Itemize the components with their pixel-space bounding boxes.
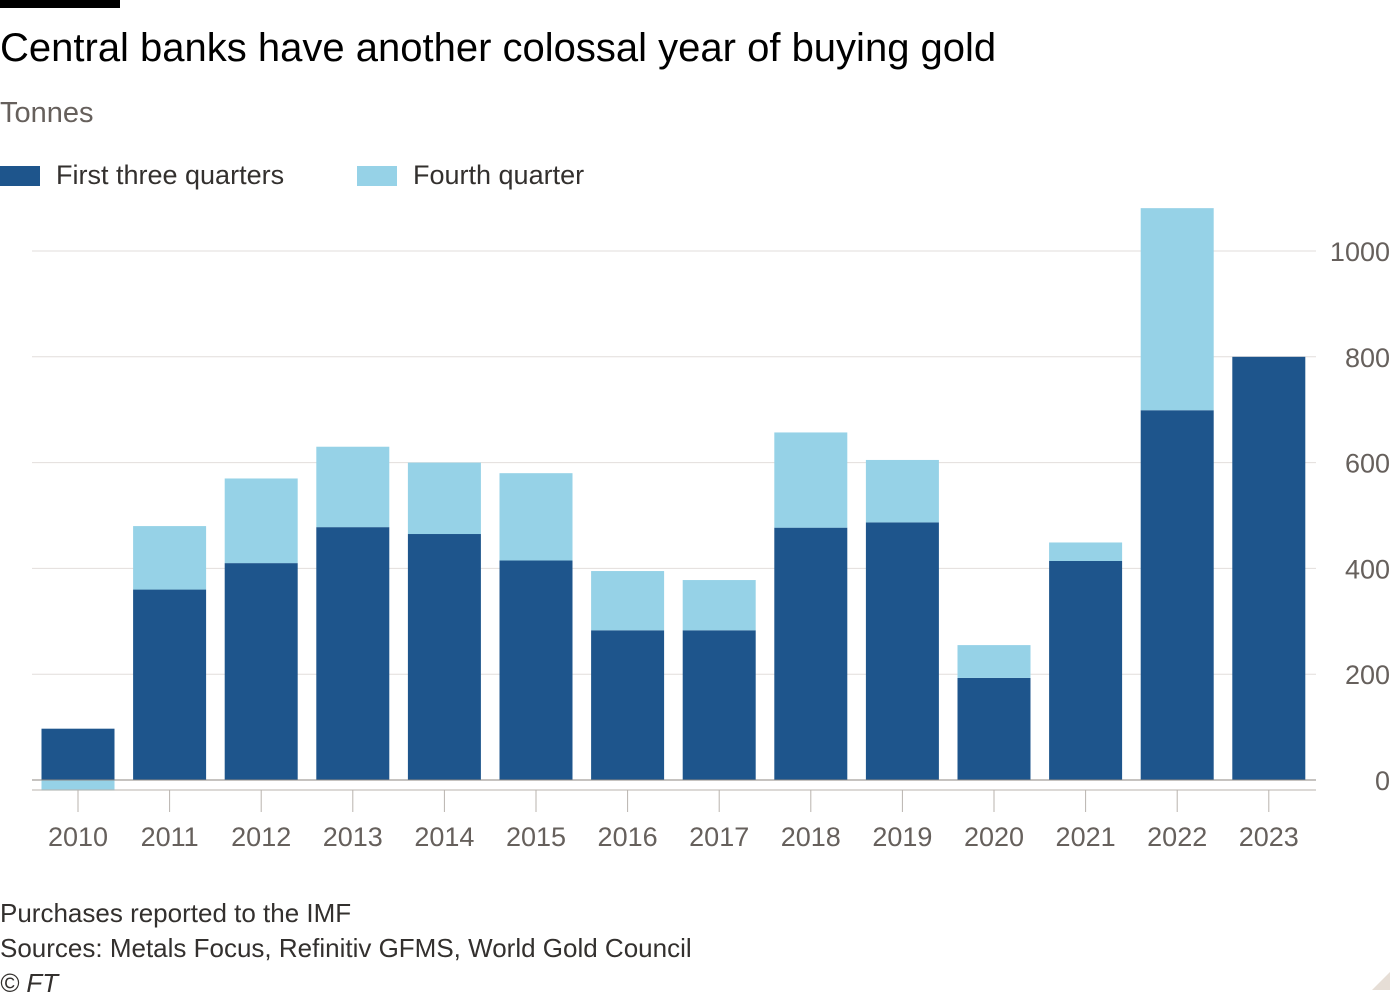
bar-first-three-quarters-2015 xyxy=(499,560,573,780)
chart-subtitle: Tonnes xyxy=(0,97,94,129)
bar-fourth-quarter-2011 xyxy=(133,526,207,590)
legend-swatch-first-three-quarters xyxy=(0,165,40,186)
bar-first-three-quarters-2023 xyxy=(1232,356,1306,780)
bar-fourth-quarter-2020 xyxy=(957,645,1031,678)
chart-notes: Purchases reported to the IMF Sources: M… xyxy=(0,896,692,1001)
bar-fourth-quarter-2016 xyxy=(591,571,665,631)
legend-swatch-fourth-quarter xyxy=(357,165,397,186)
bar-fourth-quarter-2010 xyxy=(41,780,115,791)
y-tick-label-600: 600 xyxy=(1345,449,1390,479)
x-tick-label-2017: 2017 xyxy=(689,822,749,852)
bar-first-three-quarters-2011 xyxy=(133,589,207,780)
x-tick-label-2010: 2010 xyxy=(48,822,108,852)
legend-label-first-three-quarters: First three quarters xyxy=(56,160,285,190)
bar-fourth-quarter-2022 xyxy=(1140,208,1214,411)
footnote: Purchases reported to the IMF xyxy=(0,898,352,928)
bar-first-three-quarters-2013 xyxy=(316,527,390,780)
legend-item-first-three-quarters: First three quarters xyxy=(0,160,284,191)
bar-first-three-quarters-2012 xyxy=(224,563,298,780)
x-tick-label-2023: 2023 xyxy=(1239,822,1299,852)
y-tick-label-800: 800 xyxy=(1345,343,1390,373)
bar-first-three-quarters-2016 xyxy=(591,630,665,780)
credit: © FT xyxy=(0,968,59,998)
x-tick-label-2016: 2016 xyxy=(598,822,658,852)
x-tick-label-2014: 2014 xyxy=(414,822,474,852)
bar-first-three-quarters-2019 xyxy=(865,522,939,780)
x-tick-label-2011: 2011 xyxy=(141,822,199,852)
bar-first-three-quarters-2018 xyxy=(774,527,848,780)
chart-title: Central banks have another colossal year… xyxy=(0,26,997,70)
bar-fourth-quarter-2012 xyxy=(224,478,298,564)
bar-first-three-quarters-2021 xyxy=(1049,560,1123,780)
y-tick-label-1000: 1000 xyxy=(1330,237,1390,267)
x-tick-label-2020: 2020 xyxy=(964,822,1024,852)
bar-fourth-quarter-2018 xyxy=(774,432,848,528)
x-tick-label-2018: 2018 xyxy=(781,822,841,852)
bar-fourth-quarter-2014 xyxy=(407,462,481,535)
y-tick-label-200: 200 xyxy=(1345,660,1390,690)
corner-mark xyxy=(1372,972,1390,990)
bar-first-three-quarters-2010 xyxy=(41,728,115,780)
bar-fourth-quarter-2017 xyxy=(682,580,756,631)
bar-fourth-quarter-2015 xyxy=(499,473,573,561)
legend-label-fourth-quarter: Fourth quarter xyxy=(413,160,585,190)
sources: Sources: Metals Focus, Refinitiv GFMS, W… xyxy=(0,933,692,963)
bar-first-three-quarters-2022 xyxy=(1140,410,1214,780)
bar-first-three-quarters-2014 xyxy=(407,534,481,780)
x-tick-label-2022: 2022 xyxy=(1147,822,1207,852)
x-tick-label-2013: 2013 xyxy=(323,822,383,852)
y-tick-label-400: 400 xyxy=(1345,554,1390,584)
legend-item-fourth-quarter: Fourth quarter xyxy=(357,160,584,191)
x-tick-label-2019: 2019 xyxy=(872,822,932,852)
bar-first-three-quarters-2017 xyxy=(682,630,756,780)
bar-fourth-quarter-2021 xyxy=(1049,542,1123,561)
stacked-bar-chart: 0 200 400 600 800 1000 2010 2011 2012 2013 2014 201… xyxy=(32,208,1390,852)
y-tick-label-0: 0 xyxy=(1375,766,1390,796)
bar-first-three-quarters-2020 xyxy=(957,677,1031,780)
x-tick-label-2015: 2015 xyxy=(506,822,566,852)
top-rule xyxy=(0,0,120,8)
bar-fourth-quarter-2019 xyxy=(865,459,939,523)
bar-fourth-quarter-2013 xyxy=(316,446,390,528)
x-tick-label-2012: 2012 xyxy=(231,822,291,852)
x-tick-label-2021: 2021 xyxy=(1056,822,1116,852)
